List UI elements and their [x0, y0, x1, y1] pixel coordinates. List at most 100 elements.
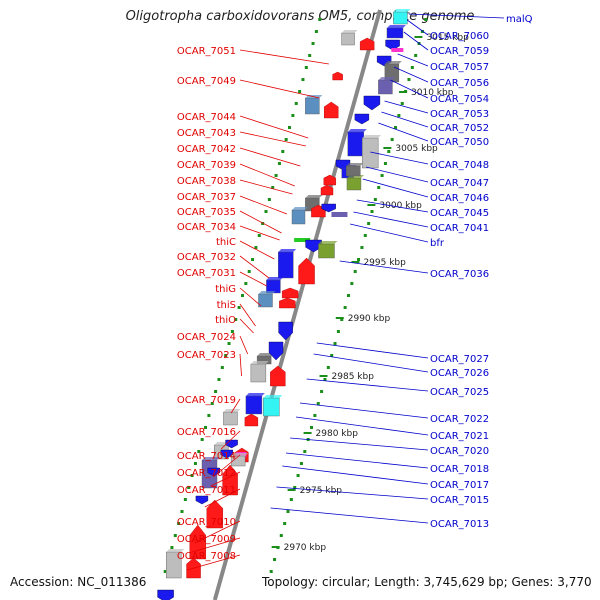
right-tick-dot: [323, 378, 327, 381]
gene-arrow-forward: [244, 413, 259, 427]
left-leader-line: [239, 335, 249, 355]
right-tick-dot: [357, 258, 361, 261]
right-leader-line: [390, 79, 429, 99]
left-gene-label: OCAR_7038: [177, 176, 236, 187]
right-leader-line: [306, 378, 429, 392]
left-tick-dot: [304, 66, 308, 69]
right-tick-dot: [420, 30, 424, 33]
left-tick-dot: [207, 414, 211, 417]
left-tick-dot: [247, 270, 251, 273]
left-leader-line: [239, 287, 262, 307]
left-tick-dot: [257, 234, 261, 237]
gene-arrow-reverse: [157, 589, 174, 600]
gene-block-top: [386, 25, 406, 28]
left-tick-dot: [240, 294, 244, 297]
right-gene-label: OCAR_7047: [430, 178, 489, 189]
left-gene-label: OCAR_7049: [177, 76, 236, 87]
right-tick-dot: [383, 162, 387, 165]
gene-block-top: [231, 453, 249, 456]
right-tick-dot: [377, 186, 381, 189]
left-tick-dot: [314, 30, 318, 33]
left-tick-dot: [237, 306, 241, 309]
left-tick-dot: [177, 522, 181, 525]
scale-label: 3005 kbp: [395, 144, 438, 154]
scale-label: 3015 kbp: [426, 33, 469, 43]
gene-arrow-forward: [281, 287, 299, 299]
right-tick-dot: [340, 318, 344, 321]
gene-block: [341, 32, 355, 46]
right-leader-line: [299, 402, 429, 419]
left-tick-dot: [284, 138, 288, 141]
left-tick-dot: [271, 186, 275, 189]
gene-block-top: [263, 395, 283, 398]
right-gene-label: OCAR_7041: [430, 223, 489, 234]
left-gene-label: OCAR_7023: [177, 350, 236, 361]
left-tick-dot: [288, 126, 292, 129]
left-gene-label: OCAR_7008: [177, 551, 236, 562]
left-tick-dot: [277, 162, 281, 165]
left-leader-line: [239, 240, 275, 260]
right-tick-dot: [313, 414, 317, 417]
right-tick-dot: [390, 138, 394, 141]
left-tick-dot: [261, 222, 265, 225]
gene-block: [245, 395, 263, 415]
gene-arrow-forward: [298, 257, 315, 285]
right-gene-label: OCAR_7036: [430, 269, 489, 280]
right-tick-dot: [269, 570, 273, 573]
right-leader-line: [378, 122, 429, 142]
right-tick-dot: [310, 426, 314, 429]
right-tick-dot: [333, 342, 337, 345]
right-gene-label: OCAR_7060: [430, 31, 489, 42]
gene-block-top: [347, 129, 367, 132]
left-tick-dot: [291, 114, 295, 117]
gene-block: [346, 165, 361, 177]
gene-block-top: [346, 163, 364, 166]
left-leader-line: [239, 353, 242, 377]
right-leader-line: [285, 452, 429, 469]
left-leader-line: [239, 210, 282, 234]
left-tick-dot: [311, 42, 315, 45]
gene-block-top: [278, 249, 297, 252]
right-tick-dot: [407, 78, 411, 81]
right-tick-dot: [326, 366, 330, 369]
right-tick-dot: [363, 234, 367, 237]
left-leader-line: [239, 255, 270, 279]
left-tick-dot: [220, 366, 224, 369]
right-tick-dot: [343, 306, 347, 309]
left-tick-dot: [197, 450, 201, 453]
left-leader-line: [239, 271, 267, 287]
right-tick-dot: [296, 474, 300, 477]
left-gene-label: OCAR_7019: [177, 395, 236, 406]
left-leader-line: [239, 318, 254, 334]
gene-block-top: [384, 61, 402, 64]
right-leader-line: [384, 100, 429, 114]
left-tick-dot: [187, 486, 191, 489]
gene-arrow-forward: [206, 499, 224, 529]
right-leader-line: [406, 19, 429, 36]
gene-block-top: [393, 9, 411, 12]
right-tick-dot: [350, 282, 354, 285]
left-tick-dot: [318, 18, 322, 21]
right-gene-label: OCAR_7020: [430, 446, 489, 457]
accession-text: Accession: NC_011386: [10, 575, 147, 589]
gene-block-top: [166, 549, 185, 552]
left-tick-dot: [274, 174, 278, 177]
gene-block: [223, 411, 238, 426]
right-tick-dot: [283, 522, 287, 525]
left-leader-line: [239, 115, 309, 139]
right-leader-line: [370, 151, 429, 165]
left-tick-dot: [224, 354, 228, 357]
left-gene-label: OCAR_7012: [177, 468, 236, 479]
right-gene-label: OCAR_7045: [430, 208, 489, 219]
left-tick-dot: [200, 438, 204, 441]
gene-arrow-reverse: [220, 449, 234, 459]
right-leader-line: [349, 223, 429, 243]
right-leader-line: [276, 486, 429, 500]
right-tick-dot: [320, 390, 324, 393]
gene-block: [250, 363, 267, 383]
left-tick-dot: [281, 150, 285, 153]
right-leader-line: [408, 13, 505, 19]
gene-arrow-forward: [189, 524, 207, 560]
scale-label: 2970 kbp: [284, 543, 327, 553]
